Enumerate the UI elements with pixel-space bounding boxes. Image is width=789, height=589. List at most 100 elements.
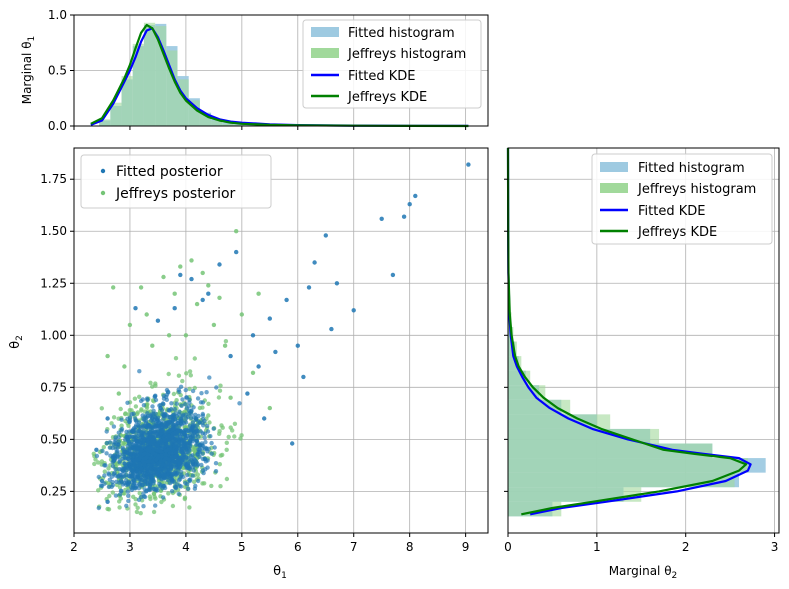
right-jeffreys-histogram-bar: [508, 487, 642, 502]
fitted-posterior-point: [379, 216, 384, 221]
fitted-posterior-point: [144, 476, 149, 481]
jeffreys-posterior-point: [151, 509, 157, 515]
main-x-tick-label: 8: [406, 540, 414, 554]
fitted-posterior-point: [203, 445, 209, 451]
main-y-tick-label: 1.50: [40, 224, 67, 238]
main-xlabel: θ1: [273, 564, 287, 581]
fitted-posterior-point: [137, 436, 142, 441]
fitted-posterior-point: [334, 281, 340, 286]
fitted-posterior-point: [200, 297, 205, 303]
fitted-posterior-point: [140, 397, 145, 402]
fitted-posterior-point: [113, 441, 119, 447]
jeffreys-posterior-point: [135, 411, 140, 417]
legend-jeffreys-histogram-swatch: [311, 48, 339, 58]
fitted-posterior-point: [147, 435, 152, 440]
fitted-posterior-point: [128, 447, 133, 452]
jeffreys-posterior-point: [102, 469, 108, 474]
jeffreys-posterior-point: [161, 274, 166, 280]
jeffreys-posterior-point: [230, 428, 235, 433]
fitted-posterior-point: [173, 454, 178, 459]
fitted-posterior-point: [134, 431, 139, 436]
top-jeffreys-histogram-bar: [199, 113, 212, 126]
right-x-tick-label: 1: [593, 540, 601, 554]
fitted-posterior-point: [127, 419, 132, 424]
fitted-posterior-point: [197, 420, 202, 425]
jeffreys-posterior-point: [166, 333, 172, 338]
right-marginal-panel: 0 1 2 3 Marginal θ2 Fitted histogram Jeffre…: [504, 147, 780, 581]
legend-right-fitted-histogram-swatch: [600, 162, 628, 172]
main-legend: Fitted posterior Jeffreys posterior: [80, 154, 272, 209]
fitted-posterior-point: [204, 390, 209, 395]
top-jeffreys-histogram-bar: [211, 120, 223, 126]
fitted-posterior-point: [301, 374, 306, 380]
top-jeffreys-histogram-bar: [222, 123, 234, 126]
fitted-posterior-point: [209, 451, 214, 456]
jeffreys-posterior-point: [173, 356, 179, 361]
top-jeffreys-kde-line: [90, 23, 469, 128]
fitted-posterior-point: [120, 445, 125, 450]
fitted-posterior-point: [212, 445, 217, 450]
fitted-posterior-point: [155, 318, 161, 323]
fitted-posterior-point: [147, 483, 152, 488]
fitted-posterior-point: [200, 400, 206, 405]
fitted-posterior-point: [237, 401, 242, 406]
jeffreys-posterior-point: [166, 491, 171, 496]
fitted-posterior-point: [306, 285, 312, 290]
fitted-posterior-point: [146, 468, 151, 473]
fitted-posterior-point: [113, 467, 118, 472]
right-y-ticks: [504, 178, 508, 492]
fitted-posterior-point: [203, 439, 208, 445]
fitted-posterior-point: [124, 472, 129, 478]
fitted-posterior-point: [125, 443, 131, 449]
top-y-ticks: 0.0 0.5 1.0: [48, 8, 74, 133]
fitted-posterior-point: [177, 389, 182, 394]
fitted-posterior-point: [183, 420, 189, 425]
legend-right-fitted-kde-label: Fitted KDE: [638, 204, 705, 219]
fitted-posterior-point: [179, 403, 184, 408]
fitted-posterior-point: [196, 478, 201, 484]
top-jeffreys-histogram-bar: [132, 43, 144, 126]
fitted-posterior-point: [151, 470, 157, 476]
jeffreys-posterior-point: [217, 295, 222, 300]
jeffreys-posterior-point: [187, 505, 192, 510]
jeffreys-posterior-point: [118, 406, 123, 412]
fitted-posterior-point: [120, 468, 126, 474]
fitted-posterior-point: [193, 429, 199, 434]
jeffreys-posterior-point: [188, 373, 193, 378]
fitted-posterior-point: [157, 467, 162, 472]
fitted-posterior-point: [180, 447, 185, 452]
fitted-posterior-point: [178, 272, 183, 278]
fitted-posterior-point: [130, 473, 135, 478]
fitted-posterior-point: [128, 452, 133, 457]
jeffreys-posterior-point: [224, 447, 229, 452]
right-x-tick-label: 3: [771, 540, 779, 554]
fitted-posterior-point: [187, 397, 192, 403]
fitted-posterior-point: [177, 456, 182, 461]
fitted-posterior-point: [135, 469, 141, 474]
fitted-posterior-point: [189, 276, 194, 282]
right-legend: Fitted histogram Jeffreys histogram Fitt…: [591, 153, 773, 245]
fitted-posterior-point: [183, 445, 188, 450]
fitted-posterior-point: [144, 454, 149, 460]
jeffreys-posterior-point: [172, 291, 177, 296]
jeffreys-posterior-point: [147, 494, 153, 499]
fitted-posterior-point: [192, 415, 197, 420]
legend-jeffreys-histogram-label: Jeffreys histogram: [347, 47, 466, 62]
fitted-posterior-point: [104, 440, 110, 446]
fitted-posterior-point: [166, 447, 171, 452]
fitted-posterior-point: [172, 459, 177, 465]
main-x-tick-label: 3: [126, 540, 134, 554]
fitted-posterior-point: [140, 459, 146, 464]
fitted-posterior-point: [413, 193, 418, 199]
fitted-posterior-point: [154, 431, 160, 436]
fitted-posterior-point: [125, 489, 130, 494]
fitted-posterior-point: [133, 418, 138, 423]
fitted-posterior-point: [96, 474, 102, 480]
fitted-posterior-point: [166, 433, 171, 439]
fitted-posterior-point: [140, 440, 145, 445]
fitted-posterior-point: [164, 387, 170, 393]
fitted-posterior-point: [183, 402, 188, 407]
fitted-posterior-point: [205, 465, 210, 470]
fitted-posterior-point: [191, 405, 196, 410]
